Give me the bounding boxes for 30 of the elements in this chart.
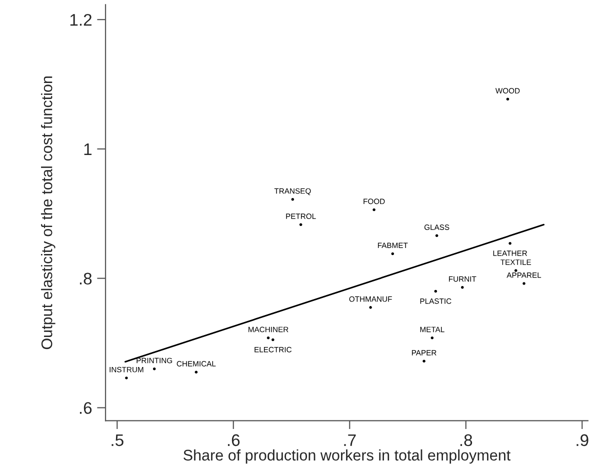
point bbox=[460, 286, 464, 289]
y-tick-label: 1 bbox=[84, 144, 92, 155]
point bbox=[430, 336, 434, 340]
point bbox=[369, 306, 372, 309]
x-tick-label: .6 bbox=[228, 434, 240, 446]
point bbox=[125, 376, 128, 380]
y-tick-label: .6 bbox=[80, 402, 92, 414]
y-axis-title: Output elasticity of the total cost function bbox=[41, 76, 56, 350]
point bbox=[299, 223, 302, 226]
point bbox=[514, 269, 518, 272]
x-tick-label: .8 bbox=[460, 434, 472, 446]
point bbox=[272, 338, 274, 342]
point bbox=[194, 370, 198, 374]
point bbox=[291, 198, 294, 201]
y-tick-label: .8 bbox=[80, 272, 92, 285]
point bbox=[372, 208, 376, 212]
point bbox=[391, 252, 394, 256]
point bbox=[422, 360, 426, 363]
x-axis-title: Share of production workers in total employment bbox=[184, 449, 511, 464]
point bbox=[266, 336, 270, 340]
point bbox=[508, 242, 512, 245]
point bbox=[152, 368, 156, 370]
point bbox=[434, 290, 438, 293]
point bbox=[435, 234, 438, 238]
y-tick-label: 1.2 bbox=[70, 14, 92, 26]
x-tick-label: .9 bbox=[576, 434, 588, 446]
point bbox=[506, 98, 510, 101]
x-tick-label: .5 bbox=[112, 434, 124, 446]
x-tick-label: .7 bbox=[344, 434, 356, 446]
point bbox=[522, 282, 526, 285]
